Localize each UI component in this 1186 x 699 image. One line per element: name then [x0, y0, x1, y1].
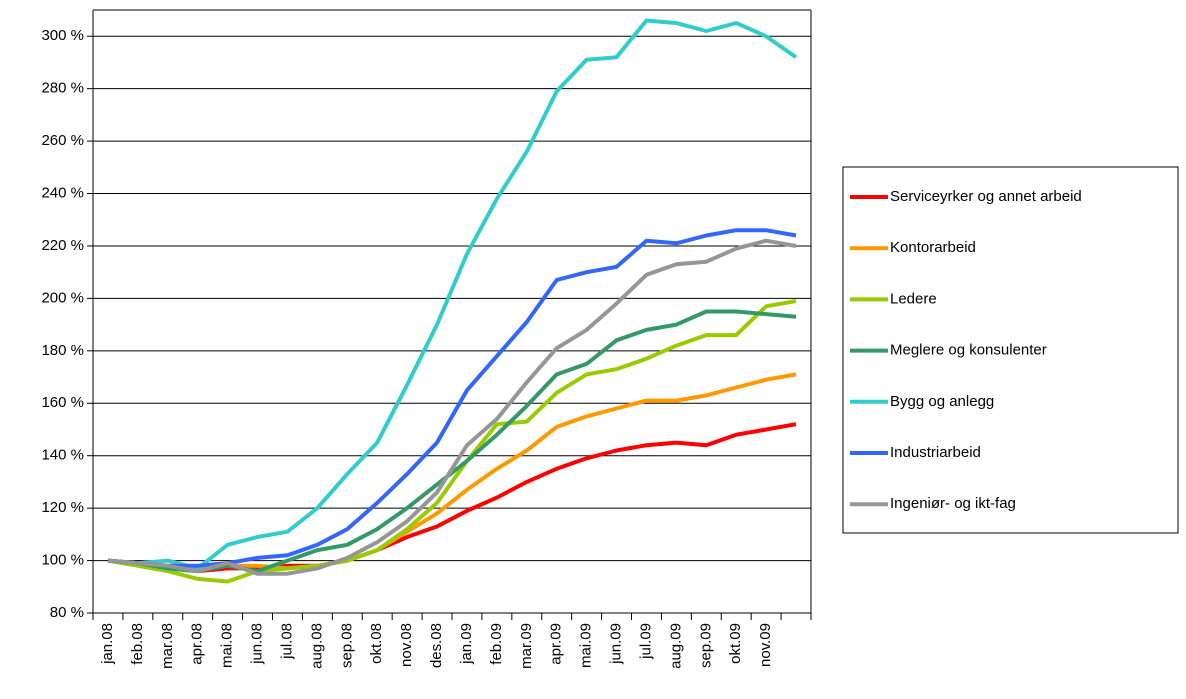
x-tick-label: jun.08 [249, 623, 266, 665]
x-tick-label: nov.08 [398, 623, 415, 667]
y-tick-label: 120 % [41, 499, 84, 516]
x-tick-label: feb.09 [488, 623, 505, 665]
y-tick-label: 260 % [41, 132, 84, 149]
x-tick-label: jul.09 [637, 623, 654, 660]
y-tick-label: 100 % [41, 552, 84, 569]
legend-label: Ingeniør- og ikt-fag [890, 495, 1016, 512]
x-tick-label: apr.09 [548, 623, 565, 665]
y-tick-label: 80 % [50, 604, 84, 621]
x-tick-label: mai.09 [578, 623, 595, 668]
y-tick-label: 160 % [41, 394, 84, 411]
legend-box [842, 166, 1179, 534]
x-tick-label: sep.09 [697, 623, 714, 668]
x-tick-label: feb.08 [129, 623, 146, 665]
y-tick-label: 280 % [41, 80, 84, 97]
y-tick-label: 220 % [41, 237, 84, 254]
legend-label: Meglere og konsulenter [890, 342, 1047, 359]
x-tick-label: mar.08 [159, 623, 176, 669]
x-tick-label: nov.09 [757, 623, 774, 667]
x-tick-label: aug.08 [308, 623, 325, 669]
x-tick-label: mar.09 [518, 623, 535, 669]
x-tick-label: jun.09 [608, 623, 625, 665]
x-tick-label: des.08 [428, 623, 445, 668]
legend-label: Ledere [890, 290, 937, 307]
x-tick-label: jan.09 [458, 623, 475, 665]
x-tick-label: apr.08 [189, 623, 206, 665]
legend-label: Bygg og anlegg [890, 393, 994, 410]
legend-label: Kontorarbeid [890, 239, 976, 256]
x-tick-label: aug.09 [667, 623, 684, 669]
series-line [107, 422, 797, 574]
y-tick-label: 200 % [41, 289, 84, 306]
x-tick-label: sep.08 [338, 623, 355, 668]
y-tick-label: 180 % [41, 342, 84, 359]
series-line [107, 309, 797, 574]
x-tick-label: mai.08 [219, 623, 236, 668]
series-line [107, 238, 797, 576]
x-tick-label: jul.08 [278, 623, 295, 660]
x-tick-label: okt.08 [368, 623, 385, 664]
x-tick-label: jan.08 [99, 623, 116, 665]
series-line [107, 299, 797, 584]
legend-label: Serviceyrker og annet arbeid [890, 188, 1082, 205]
y-tick-label: 140 % [41, 447, 84, 464]
x-tick-label: okt.09 [727, 623, 744, 664]
y-tick-label: 240 % [41, 184, 84, 201]
y-tick-label: 300 % [41, 27, 84, 44]
legend-label: Industriarbeid [890, 444, 981, 461]
series-line [107, 18, 798, 571]
